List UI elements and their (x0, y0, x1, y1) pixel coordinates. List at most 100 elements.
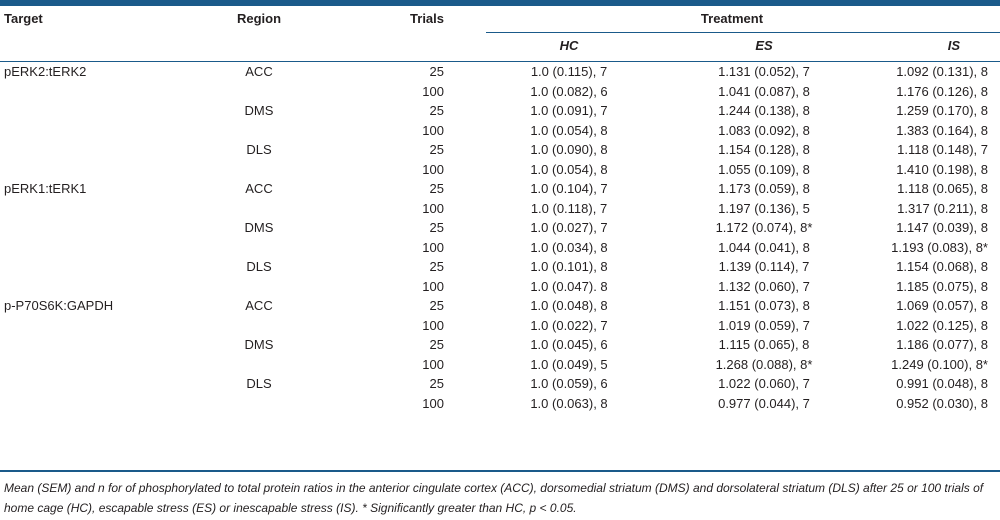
cell-is: 1.022 (0.125), 8 (896, 317, 988, 333)
table-row: 100 1.0 (0.022), 7 1.019 (0.059), 7 1.022 (… (0, 316, 1000, 336)
cell-is: 1.383 (0.164), 8 (896, 122, 988, 138)
header-es: ES (755, 38, 773, 53)
cell-es: 1.172 (0.074), 8* (715, 220, 813, 235)
cell-es: 1.132 (0.060), 7 (718, 278, 810, 294)
cell-target: pERK2:tERK2 (4, 64, 87, 79)
header-is: IS (947, 38, 960, 53)
cell-target (0, 218, 204, 238)
cell-trials: 25 (429, 64, 444, 79)
cell-region: DLS (246, 259, 272, 274)
cell-trials: 100 (422, 239, 444, 255)
header-treatment: Treatment (700, 11, 764, 26)
cell-is: 0.991 (0.048), 8 (896, 376, 988, 391)
data-table: Target Region Trials Treatment HC ES IS … (0, 6, 1000, 413)
table-row: 100 1.0 (0.047). 8 1.132 (0.060), 7 1.185 (… (0, 277, 1000, 297)
cell-es: 1.268 (0.088), 8* (715, 356, 813, 372)
cell-is: 1.176 (0.126), 8 (896, 83, 988, 99)
cell-is: 1.147 (0.039), 8 (896, 220, 988, 235)
cell-target (0, 140, 204, 160)
cell-region: ACC (245, 181, 273, 196)
cell-target: p-P70S6K:GAPDH (4, 298, 114, 313)
cell-target (0, 199, 204, 219)
cell-region (204, 121, 314, 141)
cell-is: 1.118 (0.065), 8 (897, 181, 988, 196)
cell-region (204, 394, 314, 414)
cell-region: DMS (244, 220, 274, 235)
table-footnote: Mean (SEM) and n for of phosphorylated t… (4, 481, 984, 515)
cell-trials: 100 (422, 161, 444, 177)
cell-target (0, 374, 204, 394)
cell-hc: 1.0 (0.049), 5 (530, 356, 608, 372)
table-row: pERK2:tERK2 ACC 25 1.0 (0.115), 7 1.131 (0.0… (0, 62, 1000, 82)
cell-hc: 1.0 (0.047). 8 (530, 278, 608, 294)
cell-region (204, 199, 314, 219)
cell-trials: 100 (422, 200, 444, 216)
cell-hc: 1.0 (0.082), 6 (530, 83, 608, 99)
cell-es: 1.083 (0.092), 8 (718, 122, 810, 138)
cell-trials: 25 (429, 103, 444, 118)
cell-is: 1.069 (0.057), 8 (896, 298, 988, 313)
cell-es: 1.019 (0.059), 7 (718, 317, 810, 333)
cell-region: DMS (244, 103, 274, 118)
cell-region (204, 238, 314, 258)
cell-region: ACC (245, 64, 273, 79)
cell-is: 1.185 (0.075), 8 (896, 278, 988, 294)
cell-hc: 1.0 (0.054), 8 (530, 161, 608, 177)
cell-trials: 100 (422, 122, 444, 138)
cell-hc: 1.0 (0.022), 7 (530, 317, 608, 333)
cell-es: 1.131 (0.052), 7 (718, 64, 810, 79)
cell-es: 1.044 (0.041), 8 (718, 239, 810, 255)
table-row: pERK1:tERK1 ACC 25 1.0 (0.104), 7 1.173 (0.0… (0, 179, 1000, 199)
cell-target (0, 101, 204, 121)
table-row: 100 1.0 (0.082), 6 1.041 (0.087), 8 1.176 (… (0, 82, 1000, 102)
cell-is: 1.092 (0.131), 8 (896, 64, 988, 79)
cell-es: 1.055 (0.109), 8 (718, 161, 810, 177)
table-row: 100 1.0 (0.034), 8 1.044 (0.041), 8 1.193 (… (0, 238, 1000, 258)
cell-hc: 1.0 (0.054), 8 (530, 122, 608, 138)
cell-region: DLS (246, 142, 272, 157)
cell-region: ACC (245, 298, 273, 313)
table-row: p-P70S6K:GAPDH ACC 25 1.0 (0.048), 8 1.151 (… (0, 296, 1000, 316)
cell-trials: 25 (429, 337, 444, 352)
cell-hc: 1.0 (0.091), 7 (530, 103, 608, 118)
cell-hc: 1.0 (0.059), 6 (530, 376, 608, 391)
cell-target (0, 257, 204, 277)
cell-hc: 1.0 (0.048), 8 (530, 298, 608, 313)
cell-region (204, 160, 314, 180)
cell-target (0, 82, 204, 102)
cell-region (204, 316, 314, 336)
cell-is: 1.317 (0.211), 8 (897, 200, 988, 216)
cell-trials: 25 (429, 220, 444, 235)
cell-trials: 100 (422, 395, 444, 411)
cell-region: DLS (246, 376, 272, 391)
cell-hc: 1.0 (0.090), 8 (530, 142, 608, 157)
cell-target (0, 121, 204, 141)
cell-hc: 1.0 (0.034), 8 (530, 239, 608, 255)
cell-target (0, 238, 204, 258)
cell-is: 1.259 (0.170), 8 (896, 103, 988, 118)
cell-region (204, 82, 314, 102)
cell-es: 1.022 (0.060), 7 (718, 376, 810, 391)
cell-trials: 25 (429, 181, 444, 196)
table-row: 100 1.0 (0.049), 5 1.268 (0.088), 8* 1.249 … (0, 355, 1000, 375)
header-trials: Trials (410, 11, 444, 26)
cell-hc: 1.0 (0.063), 8 (530, 395, 608, 411)
cell-es: 0.977 (0.044), 7 (718, 395, 810, 411)
cell-trials: 25 (429, 298, 444, 313)
cell-hc: 1.0 (0.027), 7 (530, 220, 608, 235)
table-row: DLS 25 1.0 (0.059), 6 1.022 (0.060), 7 0.991… (0, 374, 1000, 394)
cell-is: 0.952 (0.030), 8 (896, 395, 988, 411)
table-row: DMS 25 1.0 (0.027), 7 1.172 (0.074), 8* 1.14… (0, 218, 1000, 238)
cell-trials: 100 (422, 278, 444, 294)
header-region: Region (236, 11, 282, 26)
bottom-rule (0, 470, 1000, 472)
table-row: 100 1.0 (0.054), 8 1.055 (0.109), 8 1.410 (… (0, 160, 1000, 180)
table-row: DLS 25 1.0 (0.101), 8 1.139 (0.114), 7 1.154… (0, 257, 1000, 277)
header-hc: HC (559, 38, 579, 53)
cell-target (0, 355, 204, 375)
table-row: 100 1.0 (0.063), 8 0.977 (0.044), 7 0.952 (… (0, 394, 1000, 414)
cell-es: 1.139 (0.114), 7 (718, 259, 810, 274)
cell-es: 1.115 (0.065), 8 (718, 337, 810, 352)
table-row: 100 1.0 (0.118), 7 1.197 (0.136), 5 1.317 (… (0, 199, 1000, 219)
